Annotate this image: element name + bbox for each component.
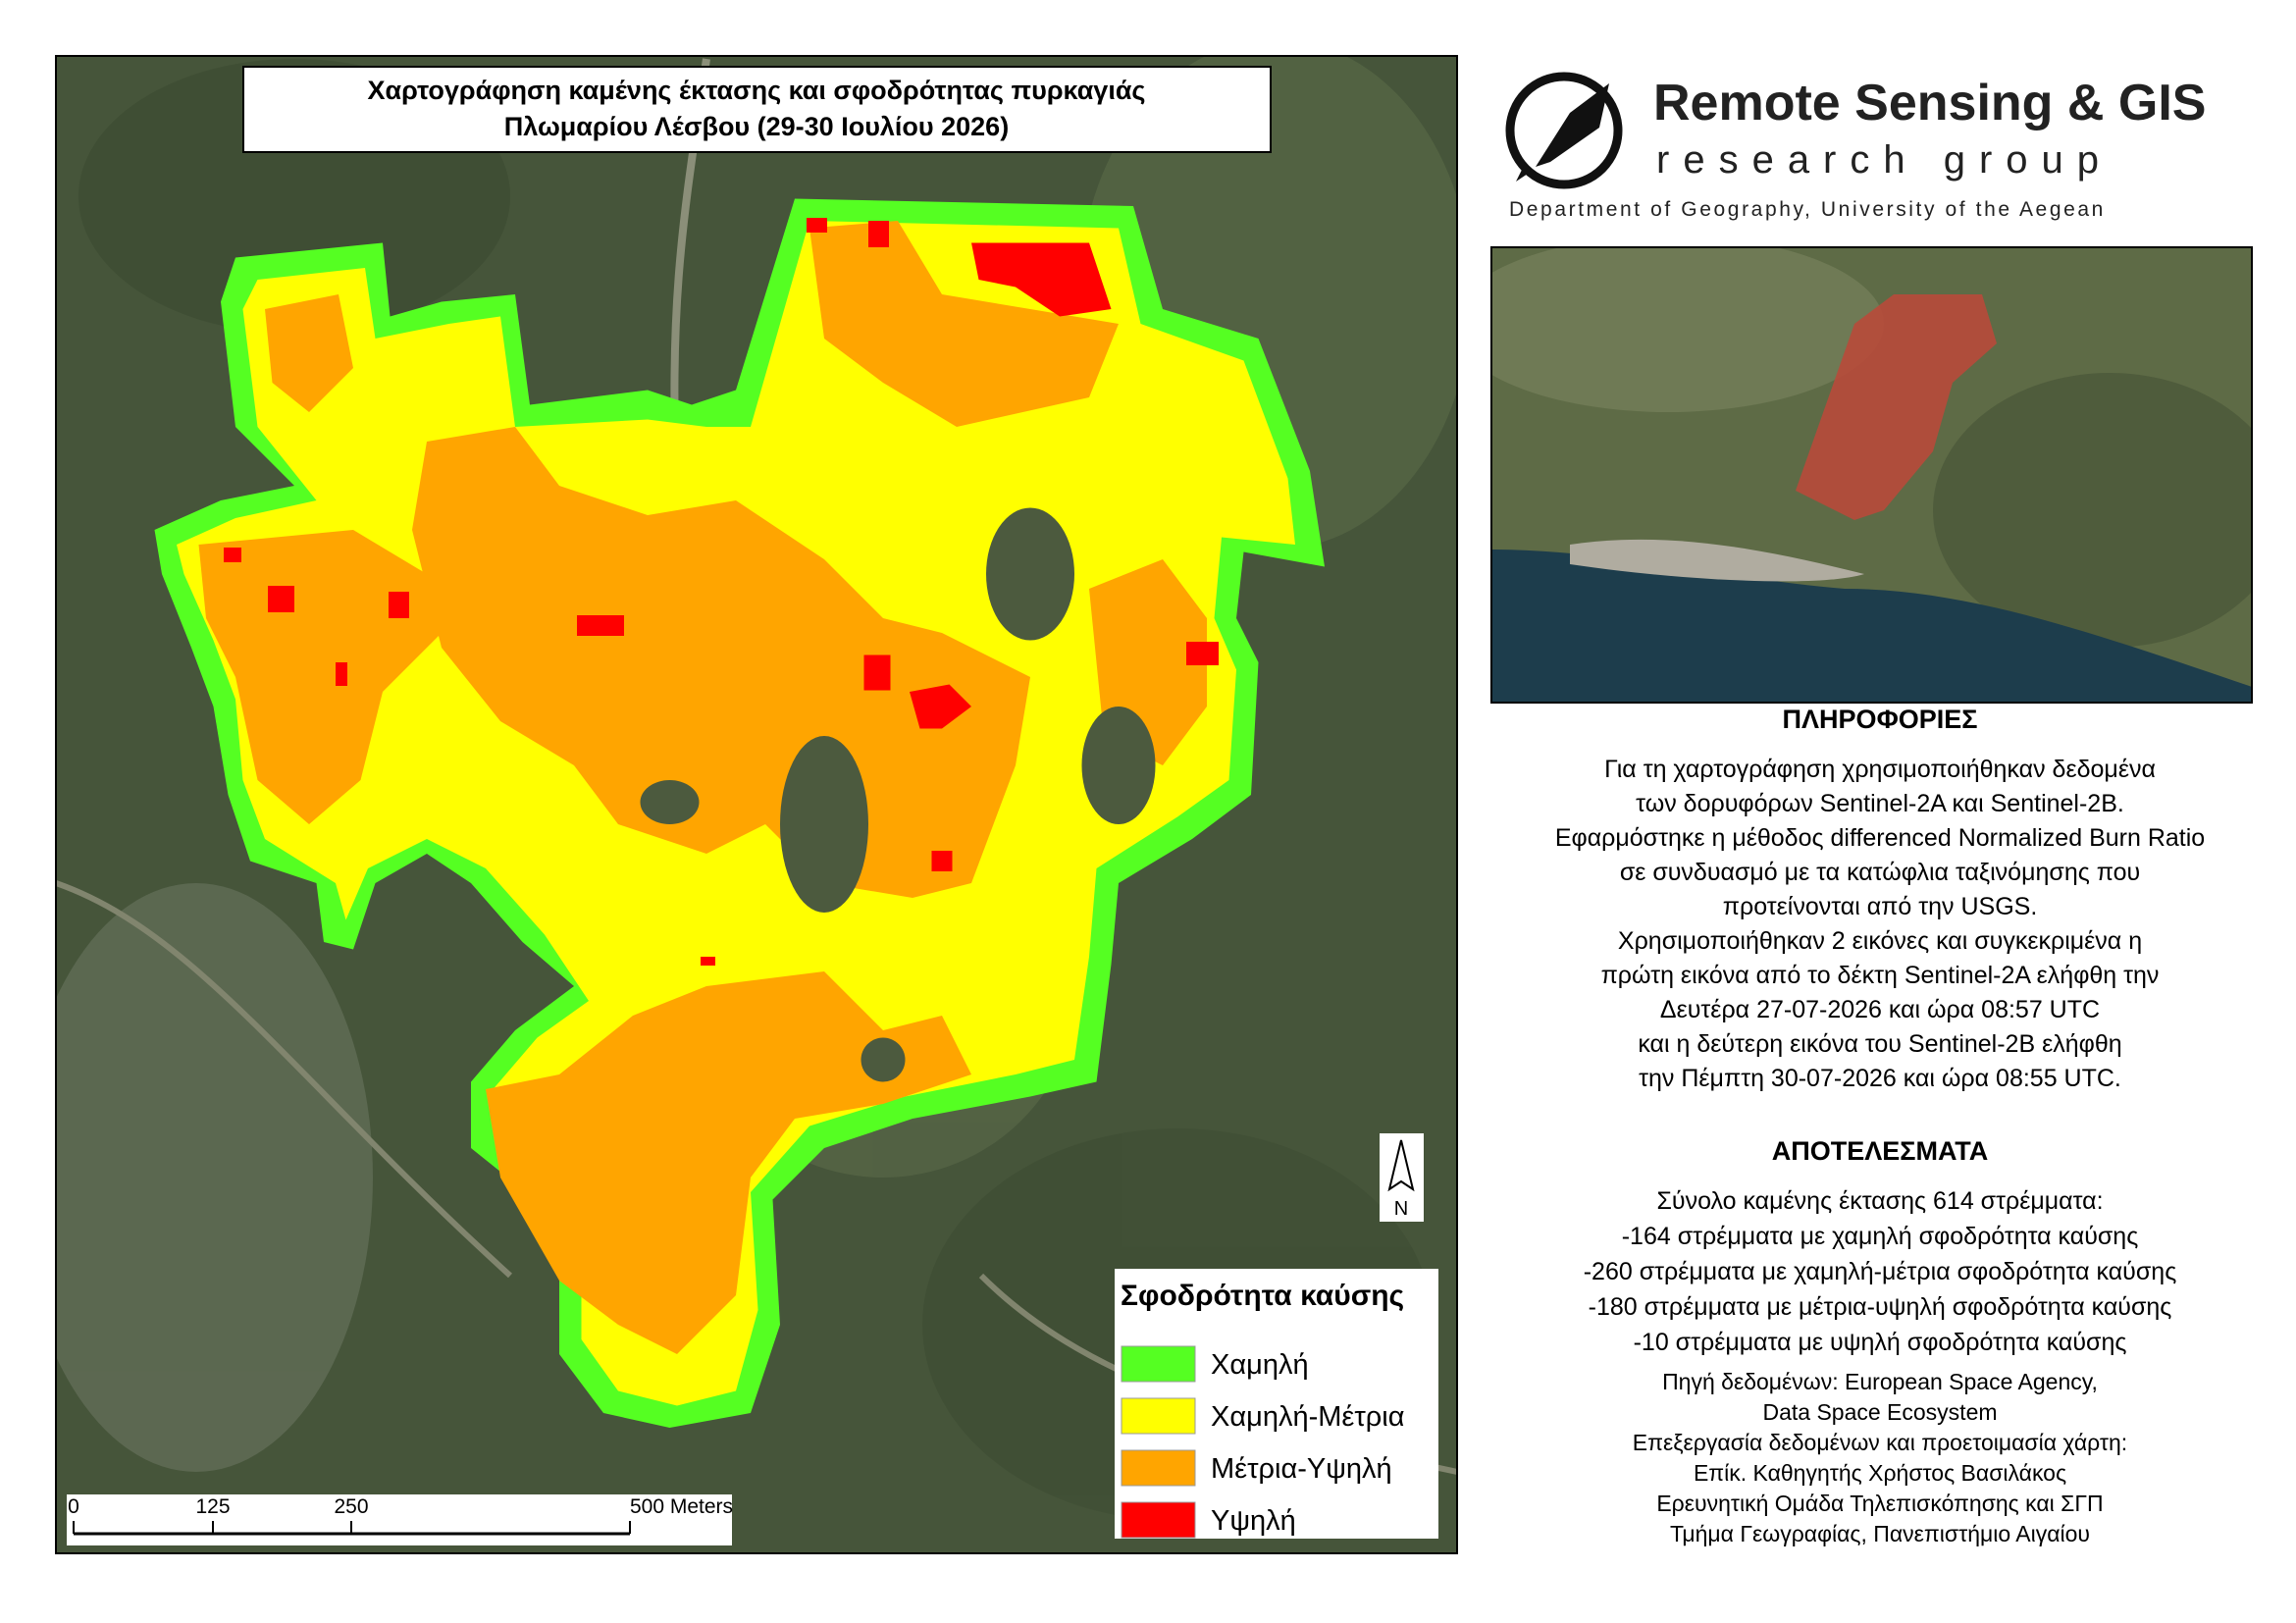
- burn-high: [971, 242, 1112, 317]
- legend-label: Μέτρια-Υψηλή: [1211, 1453, 1392, 1485]
- legend-label: Χαμηλή-Μέτρια: [1211, 1401, 1404, 1433]
- results-line: -180 στρέμματα με μέτρια-υψηλή σφοδρότητ…: [1589, 1293, 2172, 1321]
- legend-swatch: [1121, 1501, 1196, 1539]
- burn-moderate-high: [198, 530, 442, 824]
- credits-line: Πηγή δεδομένων: European Space Agency,: [1662, 1369, 2098, 1394]
- burn-high: [868, 221, 889, 247]
- legend-swatch: [1121, 1345, 1196, 1383]
- legend-swatch: [1121, 1397, 1196, 1435]
- results-line: -164 στρέμματα με χαμηλή σφοδρότητα καύσ…: [1622, 1223, 2139, 1250]
- logo-circle: [1505, 72, 1623, 189]
- burn-moderate-high: [412, 427, 1030, 898]
- burn-high: [577, 615, 624, 636]
- info-line: σε συνδυασμό με τα κατώφλια ταξινόμησης …: [1620, 859, 2140, 886]
- inset-burn-area: [1796, 294, 1997, 520]
- scale-label: 0: [68, 1495, 79, 1518]
- logo: Remote Sensing & GIS research group Depa…: [1505, 72, 2206, 221]
- burn-high: [224, 548, 241, 562]
- inset-border: [1490, 246, 2253, 704]
- inset-map: [1491, 247, 2252, 703]
- unburned-patch: [1081, 707, 1156, 824]
- info-line: προτείνονται από την USGS.: [1723, 893, 2038, 920]
- info-line: Για τη χαρτογράφηση χρησιμοποιήθηκαν δεδ…: [1604, 756, 2156, 783]
- unburned-patch: [861, 1037, 906, 1082]
- results-line: Σύνολο καμένης έκτασης 614 στρέμματα:: [1656, 1187, 2103, 1215]
- map-title: Πλωμαρίου Λέσβου (29-30 Ιουλίου 2026): [504, 112, 1009, 141]
- logo-subtitle: research group: [1656, 138, 2113, 182]
- map-frame: Χαρτογράφηση καμένης έκτασης και σφοδρότ…: [56, 56, 1457, 1553]
- legend: Χαμηλή Χαμηλή-Μέτρια Μέτρια-Υψηλή Υψηλή: [1121, 1345, 1404, 1539]
- north-arrow: [1387, 1139, 1415, 1192]
- burn-moderate-high: [265, 294, 353, 412]
- info-line: των δορυφόρων Sentinel-2A και Sentinel-2…: [1636, 790, 2124, 817]
- burn-high: [389, 592, 409, 618]
- burn-high: [336, 662, 347, 686]
- info-line: Δευτέρα 27-07-2026 και ώρα 08:57 UTC: [1660, 996, 2100, 1023]
- burn-high: [701, 957, 715, 966]
- legend-swatch: [1121, 1449, 1196, 1487]
- info-line: την Πέμπτη 30-07-2026 και ώρα 08:55 UTC.: [1639, 1065, 2121, 1092]
- legend-label: Χαμηλή: [1211, 1349, 1309, 1381]
- unburned-patch: [780, 736, 868, 913]
- results-line: -10 στρέμματα με υψηλή σφοδρότητα καύσης: [1634, 1329, 2127, 1356]
- burn-severity: [154, 198, 1325, 1428]
- results-heading: ΑΠΟΤΕΛΕΣΜΑΤΑ: [1772, 1136, 1988, 1166]
- info-line: πρώτη εικόνα από το δέκτη Sentinel-2A ελ…: [1601, 962, 2160, 989]
- map-title: Χαρτογράφηση καμένης έκτασης και σφοδρότ…: [368, 76, 1146, 105]
- legend-label: Υψηλή: [1211, 1505, 1296, 1537]
- unburned-patch: [640, 780, 700, 824]
- info-heading: ΠΛΗΡΟΦΟΡΙΕΣ: [1783, 705, 1978, 734]
- credits-line: Επεξεργασία δεδομένων και προετοιμασία χ…: [1633, 1430, 2127, 1455]
- north-label: N: [1394, 1198, 1408, 1220]
- logo-rocket: [1516, 83, 1609, 182]
- map-border: [55, 55, 1458, 1554]
- title-box: [242, 66, 1272, 153]
- north-arrow-box: [1380, 1133, 1424, 1222]
- scale-bar-box: [67, 1494, 732, 1545]
- info-line: Εφαρμόστηκε η μέθοδος differenced Normal…: [1555, 824, 2205, 852]
- results-line: -260 στρέμματα με χαμηλή-μέτρια σφοδρότη…: [1584, 1258, 2177, 1285]
- scale-label: 125: [195, 1495, 230, 1518]
- logo-department: Department of Geography, University of t…: [1509, 198, 2106, 221]
- logo-name: Remote Sensing & GIS: [1653, 75, 2206, 131]
- credits-line: Ερευνητική Ομάδα Τηλεπισκόπησης και ΣΓΠ: [1656, 1491, 2103, 1516]
- legend-title: Σφοδρότητα καύσης: [1121, 1280, 1404, 1312]
- info-text: Για τη χαρτογράφηση χρησιμοποιήθηκαν δεδ…: [1555, 756, 2205, 1092]
- info-line: Χρησιμοποιήθηκαν 2 εικόνες και συγκεκριμ…: [1618, 927, 2142, 955]
- credits-line: Επίκ. Καθηγητής Χρήστος Βασιλάκος: [1694, 1460, 2066, 1486]
- results-text: Σύνολο καμένης έκτασης 614 στρέμματα: -16…: [1584, 1187, 2177, 1356]
- burn-high: [910, 684, 971, 729]
- info-line: και η δεύτερη εικόνα του Sentinel-2B ελή…: [1638, 1030, 2121, 1058]
- scale-bar: 0 125 250 500 Meters: [68, 1495, 733, 1536]
- scale-label: 250: [334, 1495, 368, 1518]
- credits-line: Τμήμα Γεωγραφίας, Πανεπιστήμιο Αιγαίου: [1670, 1521, 2090, 1546]
- burn-high: [931, 851, 953, 871]
- scale-label: 500 Meters: [630, 1495, 733, 1518]
- credits-line: Data Space Ecosystem: [1762, 1399, 1997, 1425]
- burn-high: [807, 218, 827, 233]
- burn-moderate-high: [809, 221, 1119, 427]
- burn-moderate-high: [486, 971, 971, 1354]
- credits-text: Πηγή δεδομένων: European Space Agency, Da…: [1633, 1369, 2127, 1546]
- unburned-patch: [986, 507, 1074, 641]
- burn-high: [1186, 642, 1219, 665]
- burn-high: [863, 654, 891, 691]
- burn-high: [268, 586, 294, 612]
